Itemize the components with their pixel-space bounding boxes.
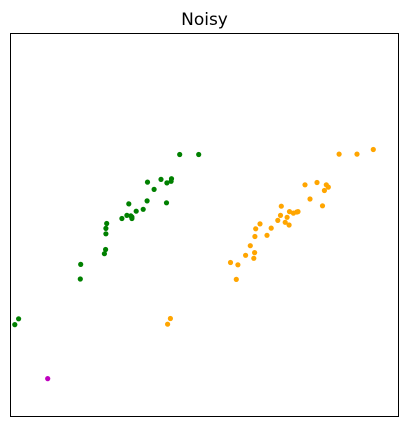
scatter-point [278,203,284,209]
scatter-point [158,176,164,182]
scatter-point [251,255,257,261]
scatter-point [163,200,170,206]
scatter-point [370,146,376,153]
scatter-point [144,198,150,204]
scatter-point [103,225,109,231]
data-points [12,146,376,382]
scatter-point [295,209,301,215]
scatter-point [124,212,130,218]
scatter-point [164,180,170,186]
scatter-point [104,220,110,227]
chart-title: Noisy [181,10,228,30]
scatter-point [129,214,135,220]
scatter-point [16,316,22,322]
scatter-point [227,259,234,266]
scatter-point [314,179,320,186]
scatter-point [282,219,288,225]
scatter-point [235,262,241,268]
scatter-point [177,151,183,158]
scatter-point [243,252,249,258]
scatter-point [286,209,293,215]
scatter-point [101,251,107,257]
scatter-point [144,179,151,185]
scatter-point [196,151,202,158]
scatter-point [165,321,171,327]
scatter-point [252,233,258,240]
scatter-point [168,176,175,182]
scatter-point [325,184,331,190]
scatter-point [119,215,125,222]
scatter-point [247,243,253,249]
plot-area-frame [10,33,399,417]
scatter-point [126,201,132,207]
scatter-point [264,232,270,238]
scatter-point [277,212,284,218]
scatter-point [103,231,109,237]
scatter-point [354,151,360,157]
scatter-point [77,276,83,282]
scatter-point [45,376,51,382]
scatter-point [321,187,327,194]
scatter-point [275,217,281,223]
scatter-point [319,203,326,209]
scatter-point [252,250,258,256]
scatter-point [302,182,308,188]
scatter-point [233,276,239,282]
scatter-point [78,261,84,267]
scatter-point [253,226,259,232]
scatter-point [307,196,313,202]
scatter-point [167,315,173,322]
scatter-point [286,222,292,228]
series-1 [165,146,376,327]
scatter-point [257,221,263,227]
scatter-point [284,214,290,220]
series-2 [45,376,51,382]
scatter-point [103,246,109,253]
scatter-point [140,206,146,212]
series-0 [12,151,202,328]
scatter-point [133,208,139,214]
scatter-point [268,225,274,231]
scatter-point [151,186,157,192]
scatter-point [336,151,342,157]
scatter-point [12,322,18,328]
